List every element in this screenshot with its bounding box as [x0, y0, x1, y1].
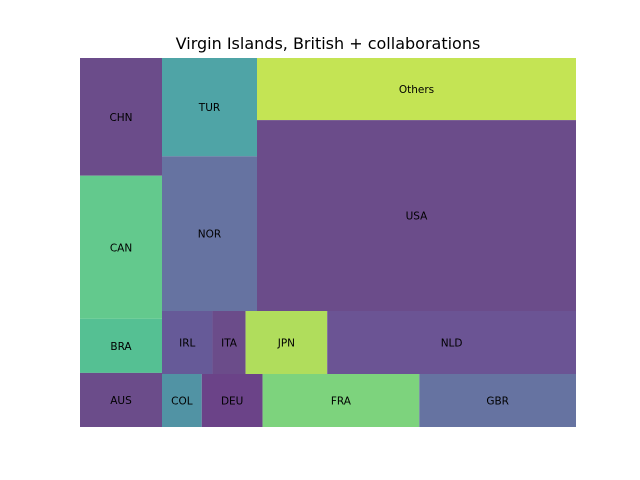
treemap-cell-usa: [257, 120, 576, 311]
treemap-cell-bra: [80, 318, 162, 373]
treemap-cell-jpn: [245, 311, 328, 374]
treemap-cell-ita: [212, 311, 246, 374]
treemap-cell-label-jpn: JPN: [277, 338, 295, 350]
treemap-cell-others: [257, 58, 576, 121]
treemap-cell-label-bra: BRA: [110, 341, 132, 353]
treemap-cell-label-deu: DEU: [221, 396, 243, 408]
treemap-cell-label-ita: ITA: [221, 338, 238, 350]
treemap-cell-can: [80, 175, 162, 319]
treemap-cell-label-nor: NOR: [198, 229, 221, 241]
treemap-cell-label-can: CAN: [110, 242, 132, 254]
treemap-cell-label-irl: IRL: [179, 338, 195, 350]
treemap-cell-label-aus: AUS: [110, 395, 132, 407]
treemap-cell-label-nld: NLD: [441, 338, 463, 350]
treemap-cells: CHN CAN BRA AUS TUR NOR Others USA IRL ITA JPN NLD C…: [80, 58, 576, 427]
treemap-cell-label-tur: TUR: [198, 102, 220, 114]
treemap-cell-label-usa: USA: [406, 211, 429, 223]
treemap-cell-nld: [327, 311, 576, 374]
treemap-cell-aus: [80, 372, 162, 427]
chart-title: Virgin Islands, British + collaborations: [176, 34, 481, 53]
treemap-cell-chn: [80, 58, 162, 176]
treemap-cell-gbr: [419, 374, 576, 427]
treemap-cell-irl: [162, 311, 213, 374]
treemap-cell-label-gbr: GBR: [486, 396, 509, 408]
treemap-cell-label-fra: FRA: [331, 396, 352, 408]
treemap-cell-col: [162, 374, 202, 427]
treemap-cell-label-col: COL: [171, 396, 193, 408]
treemap-cell-label-others: Others: [399, 84, 434, 96]
treemap-cell-nor: [162, 156, 257, 311]
treemap-cell-label-chn: CHN: [109, 112, 132, 124]
treemap-cell-tur: [162, 58, 257, 157]
treemap-cell-fra: [262, 374, 420, 427]
treemap-cell-deu: [201, 374, 263, 427]
